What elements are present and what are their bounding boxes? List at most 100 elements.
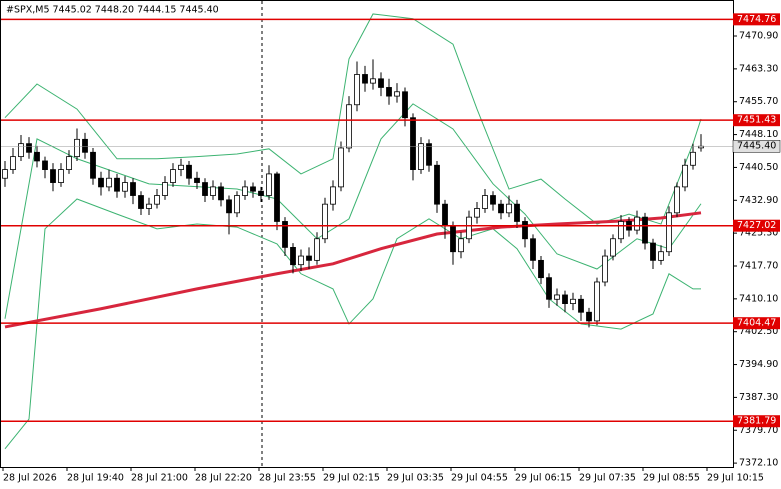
candle-body: [634, 216, 640, 231]
x-tick-label: 29 Jul 06:15: [515, 473, 572, 484]
candle-body: [546, 277, 552, 300]
y-tick-label: 7372.10: [739, 458, 778, 469]
candle-body: [250, 186, 256, 192]
x-tick-label: 29 Jul 08:55: [643, 473, 700, 484]
x-tick-label: 29 Jul 02:15: [323, 473, 380, 484]
indicator-line: [4, 211, 702, 329]
y-tick-label: 7410.10: [739, 293, 778, 304]
candle-body: [650, 242, 656, 261]
candle-body: [218, 186, 224, 201]
candle-body: [50, 169, 56, 183]
candle-body: [82, 138, 88, 153]
candle-body: [290, 247, 296, 266]
last-price-box: [732, 139, 781, 153]
candle-body: [402, 91, 408, 119]
y-tick-label: 7417.70: [739, 260, 778, 271]
y-tick-label: 7448.10: [739, 129, 778, 140]
candle-body: [298, 255, 304, 266]
candle-body: [642, 216, 648, 244]
candle-body: [186, 164, 192, 179]
candle-body: [146, 203, 152, 209]
candle-body: [562, 294, 568, 304]
candle-body: [610, 238, 616, 257]
y-tick-label: 7425.30: [739, 228, 778, 239]
candle-body: [586, 311, 592, 322]
x-tick-label: 29 Jul 03:35: [387, 473, 444, 484]
candle-body: [242, 186, 248, 196]
candle-body: [178, 164, 184, 170]
candle-body: [162, 182, 168, 196]
level-label: 7427.02: [737, 220, 776, 231]
level-label-box: [733, 317, 780, 330]
x-tick-label: 29 Jul 10:15: [707, 473, 764, 484]
candle-body: [410, 117, 416, 170]
candle-body: [314, 238, 320, 261]
candle-body: [418, 143, 424, 170]
y-tick-label: 7394.90: [739, 359, 778, 370]
candle-body: [74, 138, 80, 158]
candle-body: [266, 173, 272, 196]
candle-body: [106, 177, 112, 188]
candle-body: [330, 186, 336, 205]
candle-body: [450, 225, 456, 253]
candle-body: [26, 143, 32, 153]
level-label-box: [733, 13, 780, 26]
candle-body: [122, 182, 128, 192]
candle-body: [114, 177, 120, 192]
candle-body: [618, 221, 624, 240]
x-tick-label: 28 Jul 21:00: [131, 473, 188, 484]
candle-body: [570, 298, 576, 304]
candle-body: [442, 203, 448, 227]
candle-body: [514, 203, 520, 222]
candle-body: [538, 259, 544, 279]
level-label-box: [733, 415, 780, 428]
level-label: 7381.79: [737, 416, 776, 427]
candle-body: [154, 195, 160, 205]
y-tick-label: 7455.70: [739, 96, 778, 107]
candle-body: [258, 190, 264, 196]
candle-body: [210, 186, 216, 196]
x-tick-label: 28 Jul 19:40: [67, 473, 124, 484]
candle-body: [354, 74, 360, 106]
candle-body: [170, 169, 176, 183]
y-tick-label: 7470.90: [739, 31, 778, 42]
candle-body: [466, 216, 472, 240]
x-tick-label: 29 Jul 07:35: [579, 473, 636, 484]
candle-body: [458, 238, 464, 253]
level-label: 7404.47: [737, 318, 776, 329]
candle-body: [378, 78, 384, 88]
candle-body: [2, 169, 8, 179]
candle-body: [522, 221, 528, 240]
candle-body: [42, 160, 48, 170]
x-tick-label: 28 Jul 2026: [3, 473, 57, 484]
candle-body: [578, 298, 584, 313]
x-tick-label: 28 Jul 22:20: [195, 473, 252, 484]
level-label-box: [733, 219, 780, 232]
indicator-line: [4, 198, 701, 450]
candle-body: [338, 147, 344, 188]
candle-body: [130, 182, 136, 196]
candle-body: [10, 156, 16, 170]
y-tick-label: 7463.30: [739, 63, 778, 74]
candle-body: [346, 104, 352, 149]
candle-body: [66, 156, 72, 170]
chart-header: #SPX,M5 7445.02 7448.20 7444.15 7445.40: [6, 5, 219, 16]
candle-body: [194, 177, 200, 183]
level-label-box: [733, 114, 780, 127]
x-tick-label: 29 Jul 04:55: [451, 473, 508, 484]
candle-body: [682, 164, 688, 188]
candle-body: [434, 164, 440, 205]
candle-body: [34, 151, 40, 162]
candle-body: [98, 177, 104, 188]
y-tick-label: 7432.90: [739, 195, 778, 206]
candle-body: [482, 195, 488, 209]
candle-body: [674, 186, 680, 214]
candle-body: [306, 255, 312, 261]
level-label: 7474.76: [737, 14, 776, 25]
candle-body: [202, 182, 208, 196]
level-label: 7451.43: [737, 115, 776, 126]
y-tick-label: 7387.30: [739, 392, 778, 403]
candle-body: [474, 208, 480, 218]
candle-body: [370, 78, 376, 84]
